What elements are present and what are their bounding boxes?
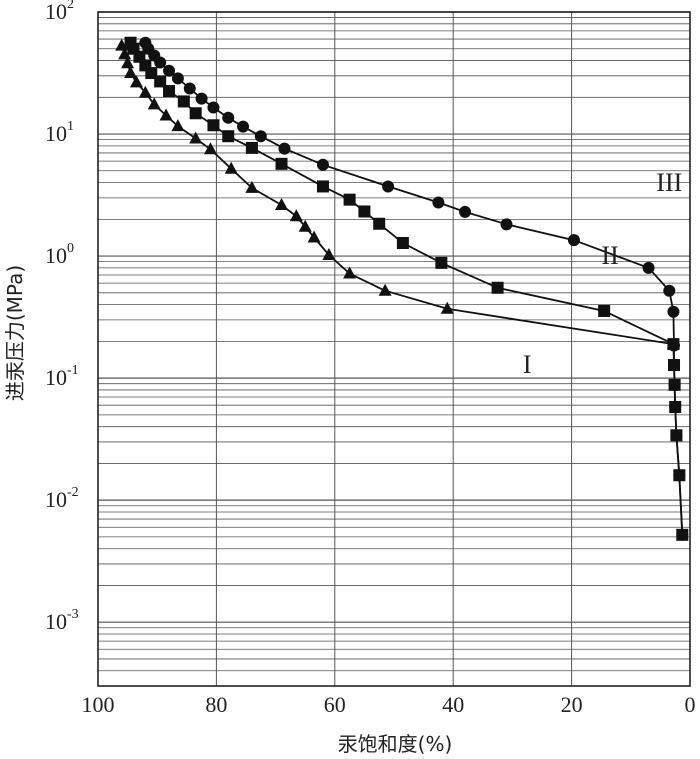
data-point-triangle (115, 38, 129, 51)
data-point-circle (382, 180, 395, 193)
data-point-triangle (307, 230, 321, 243)
data-point-square (668, 359, 681, 372)
data-point-circle (139, 36, 152, 49)
data-point-circle (183, 82, 196, 95)
data-point-square (373, 217, 386, 230)
data-point-square (491, 281, 504, 294)
x-axis-ticks: 100 80 60 40 20 0 (82, 692, 696, 717)
y-tick-exponent: -2 (67, 485, 79, 500)
data-point-square (343, 193, 356, 206)
data-point-square (358, 205, 371, 218)
data-point-square (177, 95, 190, 108)
data-point-square (127, 42, 140, 55)
y-tick-exponent: -1 (67, 363, 79, 378)
x-axis-title: 汞饱和度(%) (338, 732, 453, 756)
y-axis-title: 进汞压力(MPa) (3, 265, 27, 401)
data-point-triangle (118, 47, 132, 60)
chart-grid (97, 11, 691, 687)
data-point-triangle (440, 301, 454, 314)
data-point-triangle (666, 337, 680, 350)
data-point-triangle (203, 142, 217, 155)
y-tick-label: 10-3 (45, 607, 79, 634)
y-tick-exponent: 2 (67, 0, 74, 12)
data-point-triangle (147, 97, 161, 110)
x-tick-label: 0 (685, 692, 696, 717)
data-point-triangle (124, 66, 138, 79)
x-tick-label: 40 (442, 692, 464, 717)
data-point-square (189, 107, 202, 120)
data-point-square (676, 528, 689, 541)
data-point-square (670, 429, 683, 442)
data-point-square (275, 157, 288, 170)
data-point-circle (667, 305, 680, 318)
data-point-circle (642, 261, 655, 274)
data-point-square (598, 304, 611, 317)
x-tick-label: 100 (82, 692, 115, 717)
data-point-square (124, 36, 137, 49)
data-point-circle (171, 72, 184, 85)
data-point-square (669, 400, 682, 413)
data-point-circle (459, 205, 472, 218)
data-point-square (316, 180, 329, 193)
y-tick-label: 101 (45, 119, 74, 146)
data-point-square (207, 119, 220, 132)
data-point-square (245, 141, 258, 154)
data-point-circle (278, 142, 291, 155)
series-annotation-label: III (656, 168, 682, 197)
data-point-triangle (275, 198, 289, 211)
y-tick-exponent: -3 (67, 607, 79, 622)
data-point-circle (207, 101, 220, 114)
data-point-triangle (159, 108, 173, 121)
data-point-square (673, 469, 686, 482)
y-tick-exponent: 0 (67, 241, 74, 256)
data-point-triangle (224, 161, 238, 174)
series-line-I (120, 45, 674, 345)
data-point-triangle (343, 266, 357, 279)
series-line-II (129, 42, 684, 535)
data-point-triangle (298, 219, 312, 232)
y-tick-label: 100 (45, 241, 74, 268)
data-point-circle (254, 130, 267, 143)
data-point-triangle (189, 131, 203, 144)
data-point-circle (663, 284, 676, 297)
data-point-triangle (378, 283, 392, 296)
data-point-circle (432, 196, 445, 209)
plot-frame (97, 11, 691, 687)
data-point-triangle (289, 209, 303, 222)
x-tick-label: 20 (561, 692, 583, 717)
data-point-triangle (129, 75, 143, 88)
x-tick-label: 80 (205, 692, 227, 717)
chart-series (115, 36, 689, 541)
data-point-triangle (171, 119, 185, 132)
data-point-square (668, 378, 681, 391)
data-point-square (163, 85, 176, 98)
series-annotation-label: II (601, 241, 618, 270)
data-point-circle (567, 234, 580, 247)
data-point-square (396, 236, 409, 249)
y-tick-label: 10-1 (45, 363, 79, 390)
data-point-circle (222, 111, 235, 124)
y-tick-label: 102 (45, 0, 74, 24)
data-point-square (222, 130, 235, 143)
data-point-circle (500, 218, 513, 231)
data-point-square (435, 256, 448, 269)
plot-border (97, 11, 691, 687)
data-point-circle (237, 120, 250, 133)
series-annotation-label: I (523, 350, 532, 379)
x-tick-label: 60 (324, 692, 346, 717)
data-point-circle (195, 92, 208, 105)
data-point-triangle (138, 85, 152, 98)
data-point-triangle (322, 248, 336, 261)
data-point-circle (163, 64, 176, 77)
y-tick-label: 10-2 (45, 485, 79, 512)
data-point-triangle (121, 56, 135, 69)
y-tick-exponent: 1 (67, 119, 74, 134)
data-point-circle (316, 158, 329, 171)
data-point-triangle (245, 180, 259, 193)
